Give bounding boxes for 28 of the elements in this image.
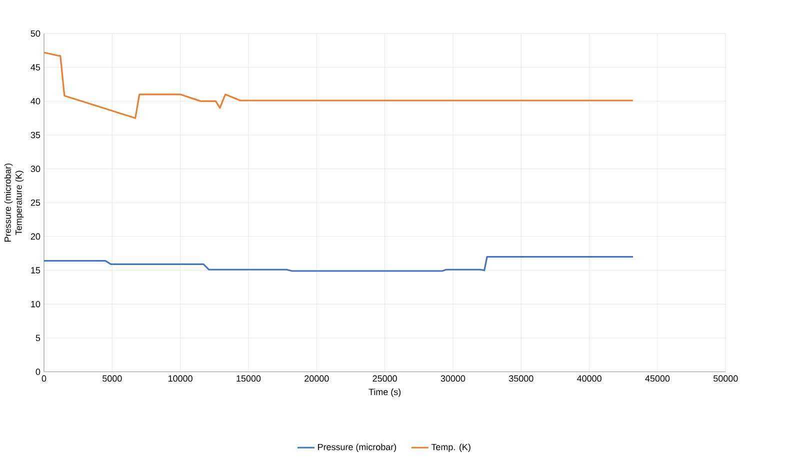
y-tick-label: 35	[30, 132, 40, 138]
x-tick-label: 5000	[102, 375, 122, 382]
x-axis-title: Time (s)	[368, 388, 401, 397]
x-tick-label: 35000	[509, 375, 534, 382]
y-tick-label: 50	[30, 30, 40, 37]
y-tick-label: 25	[30, 199, 40, 206]
x-tick-label: 45000	[645, 375, 670, 382]
x-tick-label: 0	[42, 375, 46, 382]
x-tick-label: 25000	[372, 375, 397, 382]
y-axis-title: Pressure (microbar) Temperature (K)	[4, 164, 24, 242]
x-tick-label: 30000	[440, 375, 466, 382]
y-tick-label: 15	[31, 267, 40, 274]
y-tick-label: 10	[31, 300, 40, 308]
x-tick-label: 20000	[304, 375, 329, 382]
x-tick-label: 15000	[236, 375, 261, 382]
x-tick-label: 10000	[168, 375, 192, 382]
y-tick-label: 20	[30, 233, 40, 240]
legend-label: Pressure (microbar)	[318, 444, 396, 452]
x-tick-label: 40000	[577, 375, 602, 382]
line-series	[44, 256, 634, 272]
line-series	[44, 52, 634, 119]
y-tick-label: 45	[30, 64, 40, 71]
y-tick-label: 40	[30, 98, 40, 104]
y-tick-label: 30	[30, 166, 40, 172]
y-tick-label: 5	[36, 334, 40, 342]
y-tick-label: 0	[36, 368, 40, 375]
x-tick-label: 50000	[714, 375, 738, 382]
legend-label: Temp. (K)	[431, 444, 470, 452]
